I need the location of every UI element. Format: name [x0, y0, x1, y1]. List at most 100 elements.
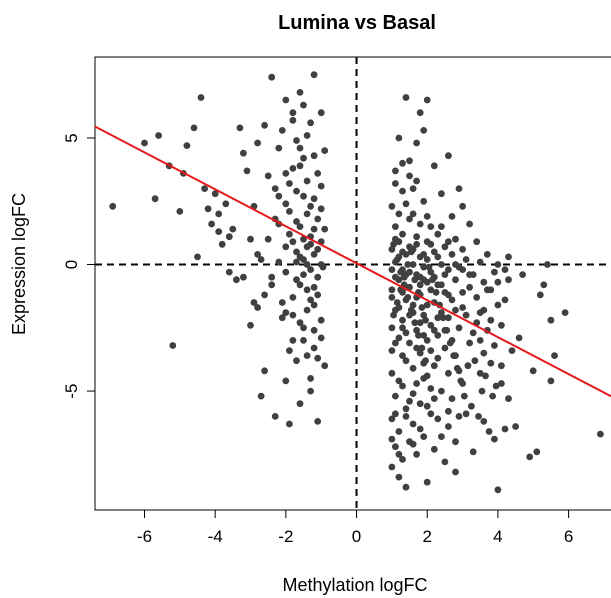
data-point: [261, 367, 268, 375]
data-point: [494, 261, 502, 268]
data-point: [423, 96, 431, 104]
reference-lines: [95, 57, 611, 510]
data-point: [483, 251, 491, 258]
data-point: [487, 316, 495, 324]
data-point: [423, 402, 431, 410]
data-point: [561, 309, 569, 316]
data-point: [443, 326, 451, 334]
data-point: [445, 314, 452, 322]
data-point: [409, 210, 417, 218]
data-point: [393, 299, 401, 306]
x-tick-label: -4: [208, 527, 223, 546]
data-point: [296, 400, 304, 408]
data-point: [413, 139, 420, 147]
y-axis-label: Expression logFC: [9, 193, 29, 335]
data-point: [501, 266, 509, 273]
data-point: [434, 415, 442, 423]
data-point: [317, 316, 325, 324]
data-point: [494, 486, 502, 494]
data-point: [459, 202, 466, 210]
data-point: [229, 225, 237, 233]
data-point: [418, 304, 426, 311]
data-point: [388, 347, 396, 354]
data-point: [293, 276, 300, 284]
data-point: [473, 294, 481, 301]
data-point: [489, 392, 496, 400]
data-point: [201, 185, 209, 193]
data-point: [482, 372, 489, 380]
data-point: [395, 134, 403, 142]
data-point: [529, 367, 537, 375]
data-point: [388, 369, 396, 377]
data-point: [247, 235, 254, 243]
data-point: [296, 89, 304, 96]
data-point: [427, 223, 435, 231]
data-point: [278, 299, 286, 306]
data-point: [420, 433, 428, 440]
data-point: [597, 430, 604, 438]
data-point: [439, 314, 447, 322]
data-point: [427, 410, 435, 418]
data-point: [533, 448, 541, 456]
data-point: [282, 309, 290, 316]
data-point: [406, 215, 413, 223]
data-point: [307, 387, 314, 395]
data-point: [540, 281, 548, 289]
data-point: [264, 235, 272, 243]
data-point: [307, 240, 314, 248]
x-tick-label: 0: [352, 527, 361, 546]
data-point: [282, 96, 290, 104]
data-point: [393, 256, 401, 263]
data-point: [452, 276, 459, 284]
data-point: [400, 273, 408, 281]
data-point: [416, 109, 424, 117]
data-point: [321, 147, 329, 155]
data-point: [395, 473, 403, 481]
data-point: [423, 256, 431, 263]
data-point: [218, 240, 226, 248]
data-point: [473, 238, 481, 246]
data-point: [278, 314, 286, 322]
data-point: [215, 228, 223, 236]
fit-line-group: [94, 125, 611, 398]
data-point: [438, 190, 445, 198]
data-point: [425, 263, 433, 271]
data-point: [551, 352, 558, 359]
data-point: [296, 281, 304, 289]
data-point: [317, 334, 325, 342]
data-point: [476, 337, 484, 344]
data-point: [289, 109, 297, 117]
data-point: [402, 357, 410, 365]
data-point: [406, 172, 413, 180]
data-point: [498, 321, 505, 329]
data-point: [286, 208, 293, 215]
data-point: [448, 395, 456, 402]
data-point: [459, 245, 466, 253]
data-point: [427, 347, 435, 354]
data-point: [413, 240, 420, 248]
data-point: [480, 349, 488, 357]
data-point: [420, 126, 428, 134]
data-point: [409, 364, 417, 372]
y-axis: -5 0 5: [62, 133, 95, 399]
data-point: [445, 291, 452, 299]
data-point: [409, 185, 417, 193]
data-point: [197, 94, 205, 101]
data-point: [289, 116, 297, 124]
data-point: [448, 296, 456, 304]
data-point: [466, 271, 473, 278]
data-point: [409, 440, 417, 448]
data-point: [462, 311, 470, 319]
data-point: [491, 342, 498, 349]
data-point: [475, 413, 482, 420]
data-point: [303, 177, 311, 185]
data-point: [155, 132, 163, 139]
data-point: [208, 220, 216, 228]
data-point: [395, 377, 403, 385]
data-point: [409, 390, 417, 397]
data-point: [293, 187, 300, 195]
data-point: [286, 420, 293, 428]
data-point: [321, 225, 329, 233]
data-point: [183, 142, 191, 150]
data-point: [430, 395, 438, 402]
